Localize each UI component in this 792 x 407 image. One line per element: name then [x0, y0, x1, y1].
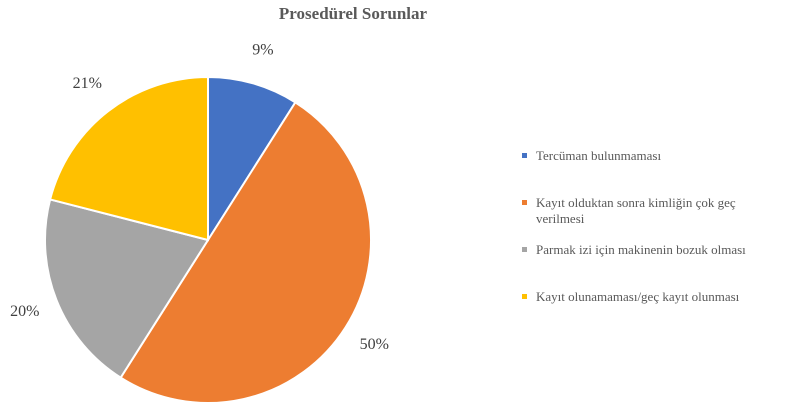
- legend-swatch: [522, 200, 527, 205]
- legend-item: Tercüman bulunmaması: [520, 148, 770, 195]
- legend-item: Parmak izi için makinenin bozuk olması: [520, 242, 770, 289]
- pie-slice: [48, 75, 209, 242]
- legend-label: Kayıt olduktan sonra kimliğin çok geç ve…: [536, 195, 736, 226]
- data-label: 21%: [73, 75, 102, 92]
- legend-label: Parmak izi için makinenin bozuk olması: [536, 242, 746, 257]
- data-label: 9%: [252, 41, 273, 58]
- data-label: 50%: [360, 336, 389, 353]
- chart-title: Prosedürel Sorunlar: [279, 4, 428, 23]
- pie-slice: [119, 100, 372, 404]
- legend-item: Kayıt olduktan sonra kimliğin çok geç ve…: [520, 195, 770, 242]
- legend-swatch: [522, 153, 527, 158]
- legend-label: Tercüman bulunmaması: [536, 148, 662, 163]
- data-label: 20%: [10, 303, 39, 320]
- legend-swatch: [522, 247, 527, 252]
- legend-swatch: [522, 294, 527, 299]
- legend: Tercüman bulunmaması Kayıt olduktan sonra…: [520, 148, 770, 336]
- pie-slice: [44, 198, 210, 380]
- legend-label: Kayıt olunamaması/geç kayıt olunması: [536, 289, 740, 304]
- pie-slice: [207, 75, 297, 244]
- legend-item: Kayıt olunamaması/geç kayıt olunması: [520, 289, 770, 336]
